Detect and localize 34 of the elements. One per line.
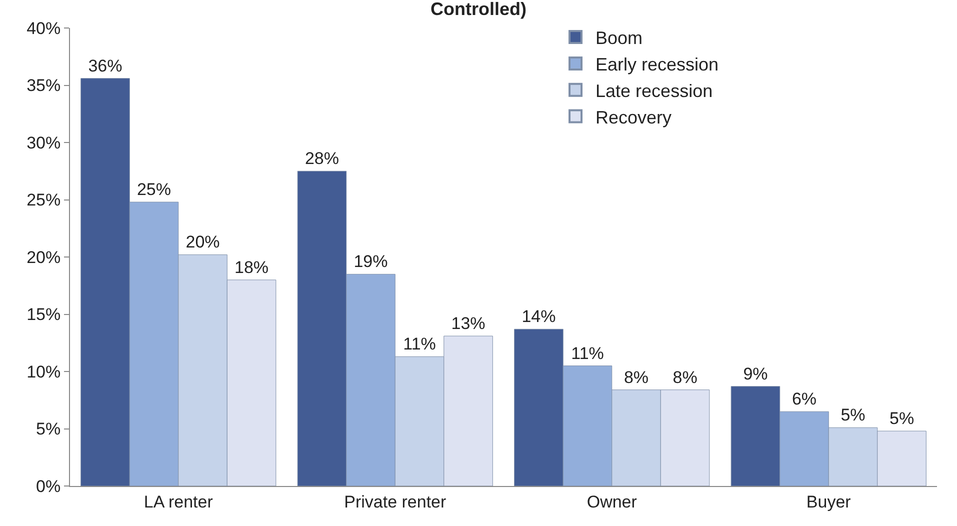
data-label: 20% [186,232,220,252]
x-tick-label: Private renter [344,492,446,512]
data-label: 14% [522,307,556,326]
y-tick-label: 15% [26,305,61,324]
data-label: 8% [624,368,649,387]
y-tick-label: 40% [26,18,61,38]
data-label: 6% [792,390,817,409]
legend-label: Late recession [596,80,713,101]
legend-label: Boom [596,28,643,48]
data-label: 18% [234,258,269,277]
data-label: 28% [304,149,339,168]
x-tick-label: Buyer [806,492,852,512]
y-tick-label: 5% [36,420,61,439]
legend-label: Recovery [596,107,672,128]
data-label: 11% [571,344,604,363]
data-label: 9% [743,364,768,384]
y-tick-label: 25% [26,190,61,210]
data-label: 25% [136,180,172,200]
y-tick-label: 35% [26,76,61,96]
x-tick-label: LA renter [144,492,214,512]
x-tick-label: Owner [586,492,638,512]
legend-label: Early recession [596,54,719,74]
data-label: 36% [88,56,122,76]
chart-title: Controlled) [430,0,526,20]
y-tick-label: 10% [26,362,61,382]
data-label: 5% [889,409,914,428]
y-tick-label: 30% [26,133,61,152]
data-label: 11% [403,334,436,354]
data-label: 8% [672,368,698,387]
data-label: 13% [451,314,486,334]
data-label: 5% [840,406,866,425]
y-tick-label: 0% [36,476,61,496]
data-label: 19% [354,252,388,272]
y-tick-label: 20% [26,248,61,267]
